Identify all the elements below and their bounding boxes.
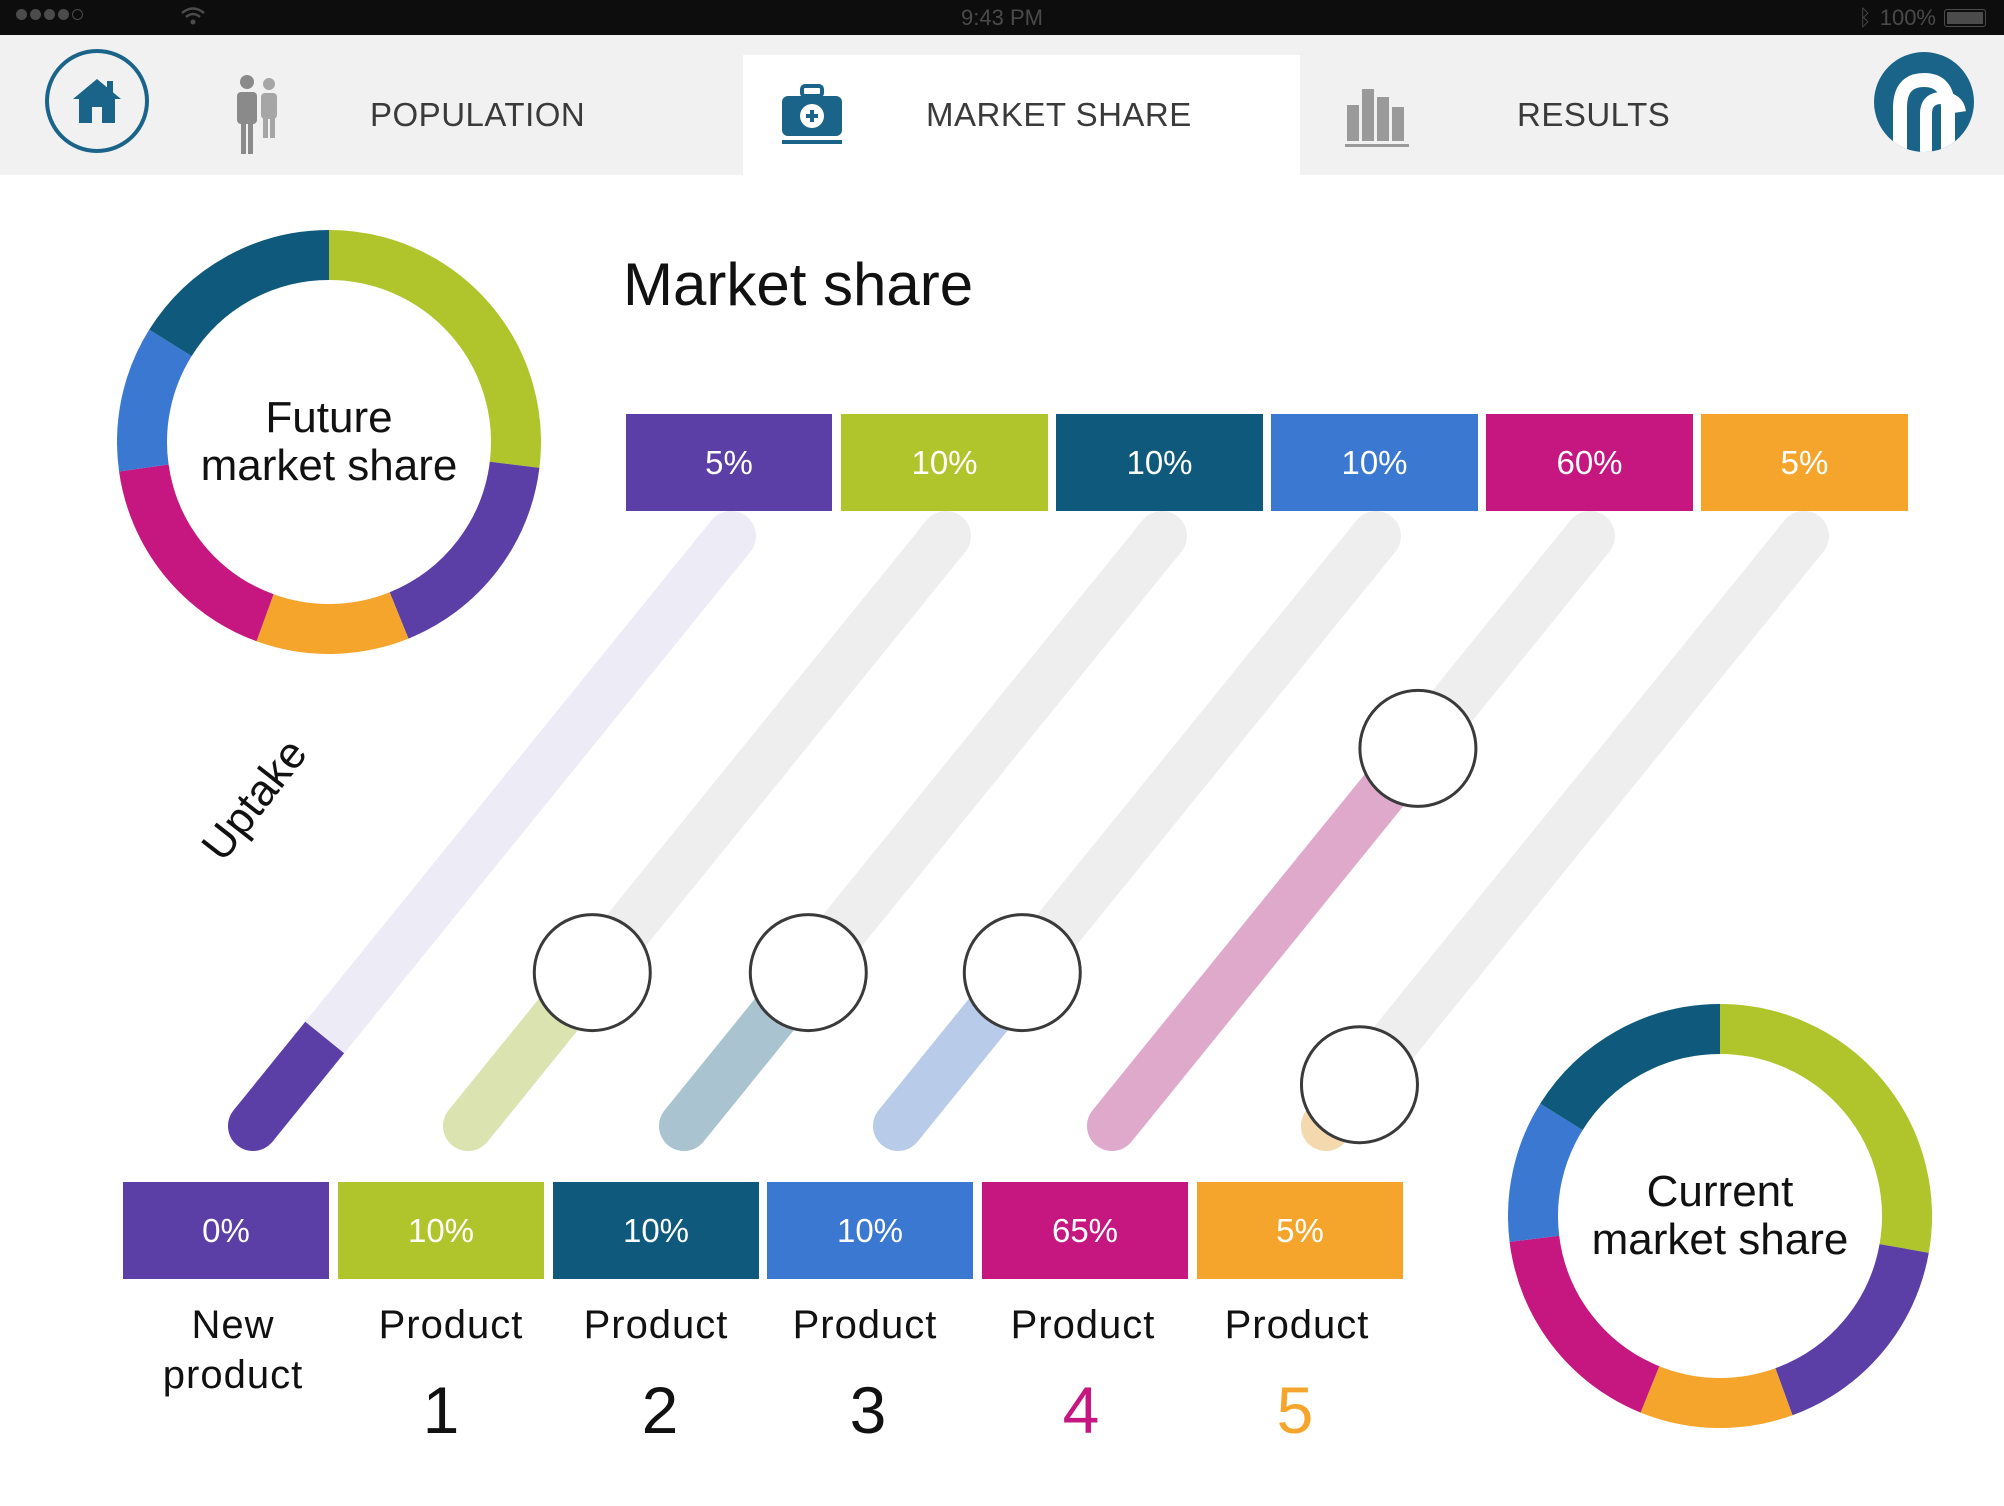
future-share-product-2: 10% xyxy=(1056,414,1263,511)
future-donut-segment-2 xyxy=(256,591,409,654)
battery-icon xyxy=(1944,9,1986,27)
current-donut-segment-2 xyxy=(1640,1365,1793,1428)
logo-mark-icon xyxy=(1893,72,1966,152)
slider-track-0[interactable] xyxy=(228,511,756,1151)
future-donut-line1: Future xyxy=(265,392,393,442)
current-share-product-2: 10% xyxy=(553,1182,759,1279)
slider-knob-1[interactable] xyxy=(532,913,652,1033)
current-donut-segment-1 xyxy=(1774,1243,1929,1416)
battery-percent: 100% xyxy=(1879,5,1936,30)
current-share-product-5: 5% xyxy=(1197,1182,1403,1279)
product-number-4: 4 xyxy=(1062,1373,1100,1447)
future-donut-segment-3 xyxy=(119,463,275,642)
status-time: 9:43 PM xyxy=(961,5,1043,30)
future-share-product-1: 10% xyxy=(841,414,1048,511)
slider-knob-5[interactable] xyxy=(1299,1025,1419,1145)
tab-market-share[interactable]: MARKET SHARE xyxy=(780,55,1192,175)
future-donut-segment-0 xyxy=(328,230,541,468)
home-button[interactable] xyxy=(45,49,149,153)
status-bar: 9:43 PM ᛒ 100% xyxy=(0,0,2004,35)
product-label-new: New product xyxy=(123,1300,343,1400)
medical-kit-icon xyxy=(782,84,842,144)
product-number-3: 3 xyxy=(849,1373,887,1447)
current-donut-segment-0 xyxy=(1719,1004,1932,1253)
future-donut-segment-5 xyxy=(149,230,330,357)
current-donut-segment-4 xyxy=(1508,1103,1583,1242)
slider-fill-4 xyxy=(1087,723,1443,1151)
home-icon xyxy=(73,79,121,123)
current-market-share-donut: Current market share xyxy=(1508,1004,1932,1428)
current-donut-ring xyxy=(1508,1004,1932,1428)
slider-fill-cap-0 xyxy=(228,1101,278,1151)
future-market-share-donut: Future market share xyxy=(117,230,541,654)
slider-knob-4[interactable] xyxy=(1358,688,1478,808)
current-donut-line1: Current xyxy=(1646,1166,1794,1216)
current-share-new-product: 0% xyxy=(123,1182,329,1279)
product-label-2: Product xyxy=(583,1303,729,1347)
current-share-product-3: 10% xyxy=(767,1182,973,1279)
future-share-product-4: 60% xyxy=(1486,414,1693,511)
product-number-2: 2 xyxy=(641,1373,679,1447)
current-donut-line2: market share xyxy=(1591,1215,1849,1264)
slider-knob-2[interactable] xyxy=(748,913,868,1033)
product-label-1: Product xyxy=(378,1303,524,1347)
slider-track-5[interactable] xyxy=(1301,511,1829,1151)
product-number-5: 5 xyxy=(1276,1373,1314,1447)
future-share-new-product: 5% xyxy=(626,414,832,511)
future-share-product-3: 10% xyxy=(1271,414,1478,511)
wifi-icon xyxy=(181,7,205,25)
product-label-4: Product xyxy=(1010,1303,1156,1347)
future-donut-line2: market share xyxy=(200,441,458,490)
current-share-product-1: 10% xyxy=(338,1182,544,1279)
future-donut-segment-1 xyxy=(389,461,540,639)
tab-results-label: RESULTS xyxy=(1517,96,1671,133)
tab-population-label: POPULATION xyxy=(370,96,586,133)
current-share-product-4: 65% xyxy=(982,1182,1188,1279)
product-label-3: Product xyxy=(792,1303,938,1347)
current-donut-segment-5 xyxy=(1540,1004,1721,1131)
future-donut-ring xyxy=(117,230,541,654)
brand-logo[interactable] xyxy=(1874,52,1974,152)
product-label-5: Product xyxy=(1224,1303,1370,1347)
future-share-product-5: 5% xyxy=(1701,414,1908,511)
nav-bar: POPULATION MARKET SHARE RESULTS xyxy=(0,35,2004,175)
bluetooth-icon: ᛒ xyxy=(1858,5,1872,30)
slider-knob-3[interactable] xyxy=(962,913,1082,1033)
page-title: Market share xyxy=(623,251,974,318)
future-donut-segment-4 xyxy=(117,329,192,472)
product-number-1: 1 xyxy=(422,1373,460,1447)
current-donut-segment-3 xyxy=(1509,1235,1660,1413)
tab-market-share-label: MARKET SHARE xyxy=(926,96,1192,133)
product-label-new-line1: New xyxy=(191,1303,275,1347)
bar-chart-icon xyxy=(1345,89,1409,147)
tab-results[interactable]: RESULTS xyxy=(1345,55,1670,175)
signal-icon xyxy=(16,9,83,20)
people-icon xyxy=(237,75,277,154)
tab-population[interactable]: POPULATION xyxy=(232,55,585,175)
product-label-new-line2: product xyxy=(162,1353,304,1397)
